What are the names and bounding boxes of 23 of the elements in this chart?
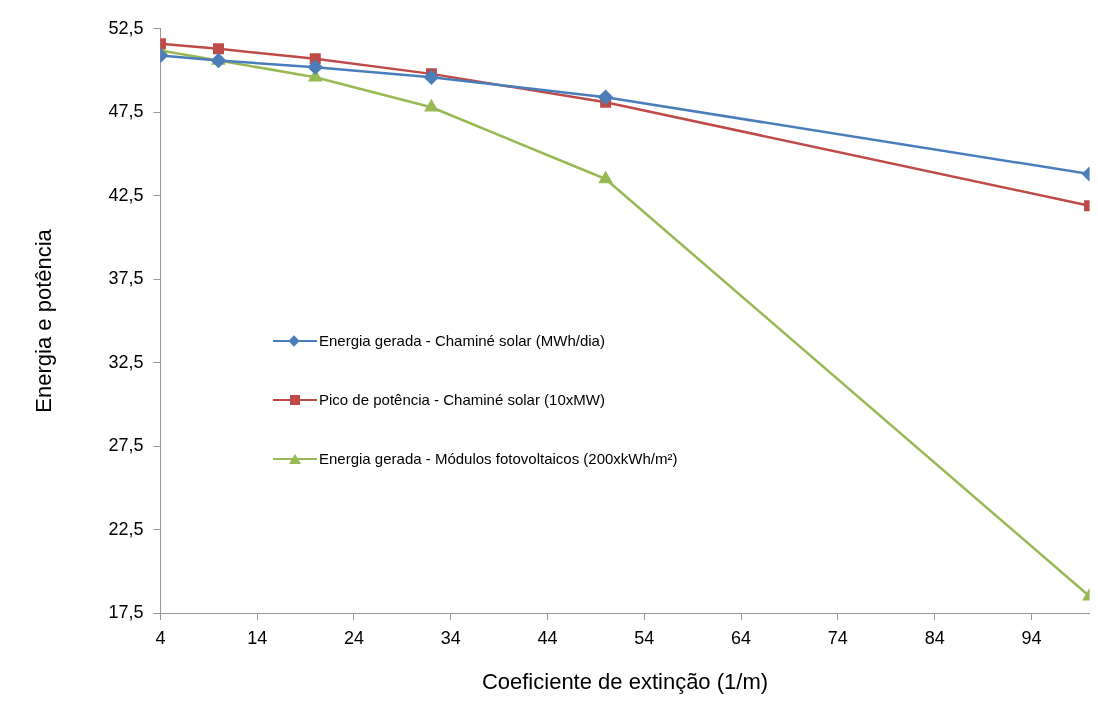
- x-tick-label: 34: [440, 627, 461, 648]
- y-tick-label: 17,5: [108, 601, 144, 622]
- x-tick-label: 54: [634, 627, 655, 648]
- x-tick-label: 4: [155, 627, 166, 648]
- y-tick-label: 22,5: [108, 518, 144, 539]
- x-axis-title: Coeficiente de extinção (1/m): [481, 668, 769, 694]
- y-tick-label: 27,5: [108, 435, 144, 456]
- x-tick-label: 14: [247, 627, 268, 648]
- y-tick-label: 37,5: [108, 268, 144, 289]
- y-tick-label: 47,5: [108, 101, 144, 122]
- x-tick-label: 84: [924, 627, 945, 648]
- y-tick-label: 32,5: [108, 351, 144, 372]
- x-tick-label: 44: [537, 627, 558, 648]
- legend-label: Energia gerada - Módulos fotovoltaicos (200xkWh/m²): [319, 450, 678, 467]
- x-tick-label: 94: [1021, 627, 1042, 648]
- y-axis-title: Energia e potência: [31, 228, 57, 413]
- legend-label: Pico de potência - Chaminé solar (10xMW): [319, 391, 605, 408]
- legend-label: Energia gerada - Chaminé solar (MWh/dia): [319, 332, 605, 349]
- y-tick-label: 52,5: [108, 17, 144, 38]
- x-tick-label: 64: [731, 627, 752, 648]
- x-tick-label: 24: [343, 627, 364, 648]
- x-tick-label: 74: [827, 627, 848, 648]
- y-tick-label: 42,5: [108, 184, 144, 205]
